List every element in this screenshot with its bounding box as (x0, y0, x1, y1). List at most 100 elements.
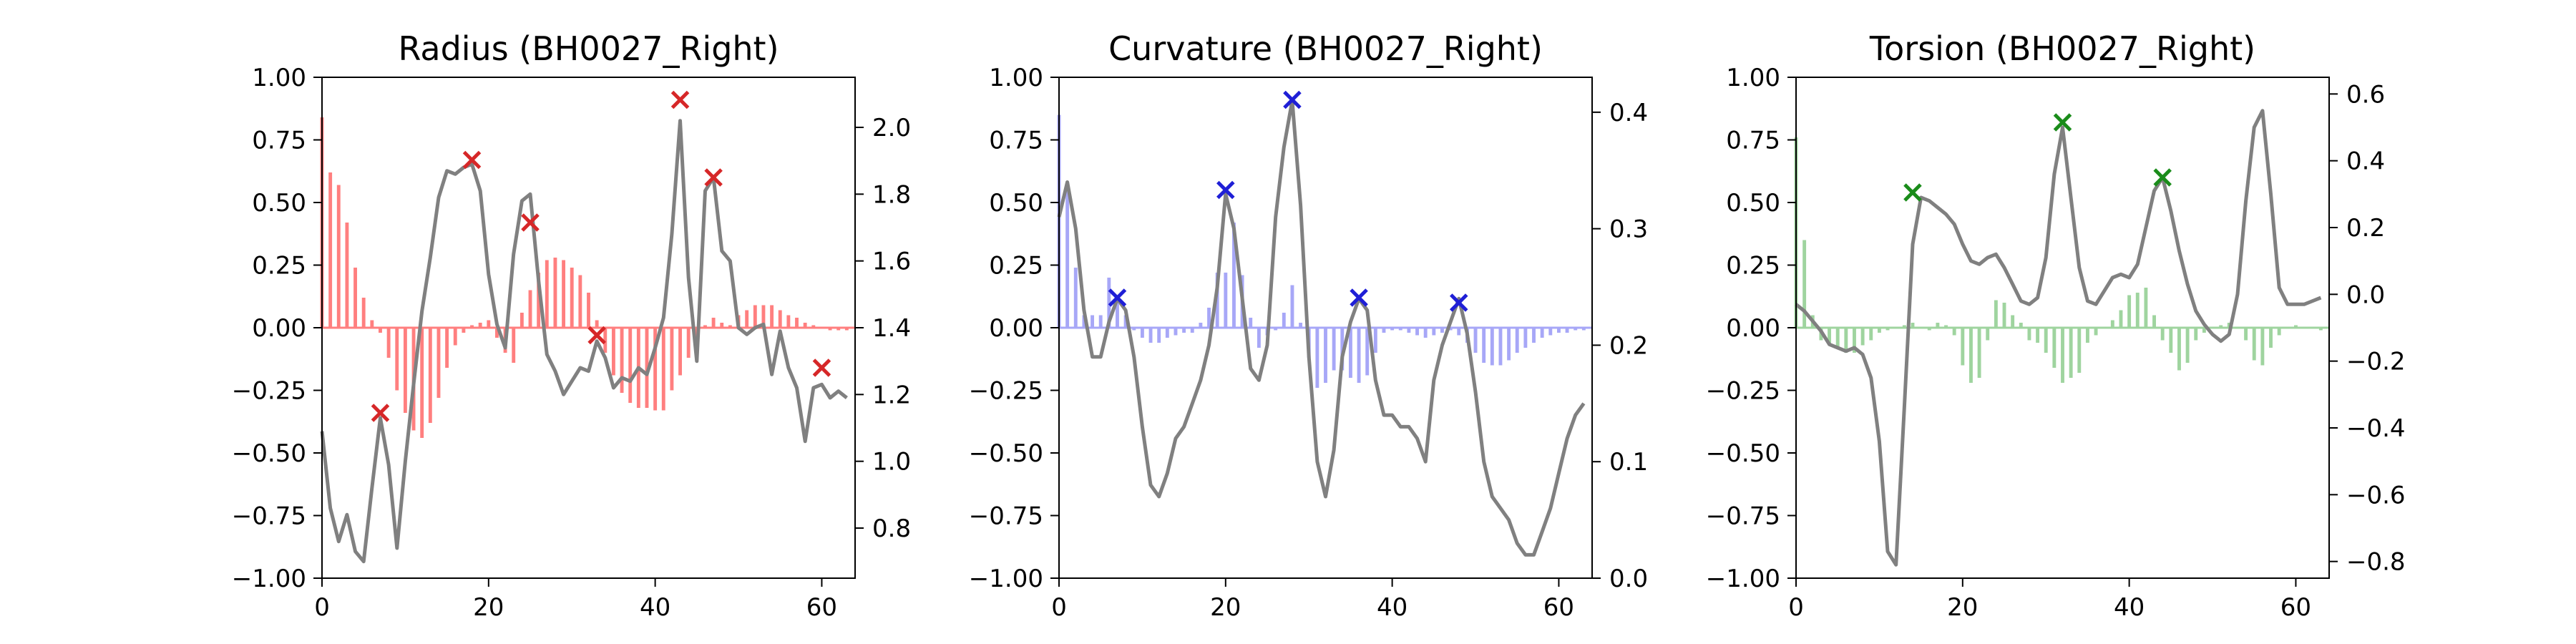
y-left-tick-label: 0.50 (252, 189, 306, 218)
bar (1457, 328, 1461, 336)
bar (403, 328, 407, 413)
bar (1574, 328, 1578, 331)
peak-marker (587, 326, 606, 345)
bar (1249, 318, 1253, 328)
bar (770, 305, 774, 328)
y-right-tick-label: −0.4 (2346, 414, 2406, 443)
bar (1556, 328, 1561, 333)
bar (1390, 328, 1395, 331)
bar (844, 328, 849, 331)
bar (795, 318, 799, 328)
bar (345, 223, 349, 328)
y-left-tick-label: 0.75 (252, 127, 306, 155)
bar (2077, 328, 2082, 373)
y-right-tick-label: 0.8 (872, 514, 911, 543)
y-left-tick-label: 0.00 (1726, 314, 1780, 343)
y-right-tick-label: 0.4 (1609, 99, 1648, 127)
x-tick-label: 60 (1543, 593, 1574, 622)
y-right-tick-label: 1.4 (872, 314, 911, 343)
y-left-tick-label: 0.25 (1726, 252, 1780, 280)
y-left-tick-label: −0.75 (1706, 502, 1780, 531)
bar (336, 185, 341, 328)
chart-title: Torsion (BH0027_Right) (1869, 29, 2255, 68)
bar (2135, 293, 2140, 328)
bar (353, 268, 358, 328)
y-left-tick-label: −0.25 (1706, 377, 1780, 406)
bar (2185, 328, 2190, 363)
bar (1165, 328, 1169, 338)
bar (1407, 328, 1411, 333)
bar (1365, 328, 1370, 376)
bar (2227, 323, 2231, 328)
bar (1190, 328, 1194, 333)
peak-marker (1283, 90, 1302, 109)
bar (645, 328, 649, 408)
bar (686, 328, 691, 358)
bar (2027, 328, 2031, 341)
chart-panel-radius: 0 20 40 60 −1.00 −0.75 −0.50 −0.25 0.00 0.25 0.50 0… (232, 29, 911, 622)
peak-marker (1216, 180, 1235, 200)
bar (379, 328, 382, 333)
bar (361, 298, 366, 328)
bar (328, 172, 333, 328)
peak-marker (1350, 288, 1368, 307)
bar (1373, 328, 1377, 353)
y-left-tick-label: −1.00 (232, 565, 306, 593)
bar (1282, 313, 1286, 328)
y-right-tick-label: 0.4 (2346, 147, 2385, 176)
bar (2019, 323, 2023, 328)
chart-panel-curvature: 0 20 40 60 −1.00 −0.75 −0.50 −0.25 0.00 0.25 0.50 0… (969, 29, 1648, 622)
bar (1548, 328, 1553, 336)
bar (728, 325, 732, 328)
x-tick-label: 0 (1788, 593, 1804, 622)
y-left-tick-label: −0.50 (969, 439, 1043, 468)
bar (1944, 325, 1948, 328)
bar (803, 323, 807, 328)
series-line (320, 119, 848, 564)
chart-panel-torsion: 0 20 40 60 −1.00 −0.75 −0.50 −0.25 0.00 0.25 0.50 0… (1706, 29, 2406, 622)
bar (1448, 328, 1453, 331)
peak-marker (2153, 168, 2172, 187)
y-left-tick-label: 1.00 (989, 64, 1043, 92)
bar (2061, 328, 2064, 383)
y-right-tick-label: 2.0 (872, 114, 911, 142)
y-left-tick-label: 0.50 (989, 189, 1043, 218)
bar (1073, 268, 1078, 328)
bar (1132, 328, 1136, 331)
bar (1844, 328, 1848, 353)
y-right-tick-label: 0.3 (1609, 215, 1648, 244)
bar (545, 260, 549, 328)
x-tick-label: 20 (1947, 593, 1978, 622)
bar (620, 328, 624, 393)
bar (570, 268, 574, 328)
bar (2036, 328, 2040, 343)
bar (1274, 328, 1278, 331)
x-tick-label: 20 (473, 593, 504, 622)
bar (1098, 315, 1103, 328)
bar (1482, 328, 1486, 363)
bar (1299, 323, 1303, 328)
peak-marker (521, 213, 540, 232)
series-line (1057, 99, 1586, 557)
bar (2044, 328, 2048, 353)
bar (453, 328, 457, 346)
bar (653, 328, 658, 411)
y-left-tick-label: −1.00 (969, 565, 1043, 593)
y-right-tick-label: 0.0 (1609, 565, 1648, 593)
bar (1986, 328, 1990, 341)
bar (2169, 328, 2173, 353)
bar (1182, 328, 1186, 333)
bar (628, 328, 633, 403)
bar (836, 328, 841, 331)
bar (2094, 328, 2098, 336)
bar (2318, 328, 2323, 331)
bar (1382, 328, 1386, 333)
bar (587, 293, 590, 328)
x-tick-label: 0 (314, 593, 330, 622)
y-left-tick-label: 1.00 (252, 64, 306, 92)
x-tick-label: 40 (640, 593, 670, 622)
y-left-tick-label: 0.75 (1726, 127, 1780, 155)
bar (1123, 315, 1128, 328)
bar (1802, 240, 1807, 328)
bar (2177, 328, 2181, 371)
